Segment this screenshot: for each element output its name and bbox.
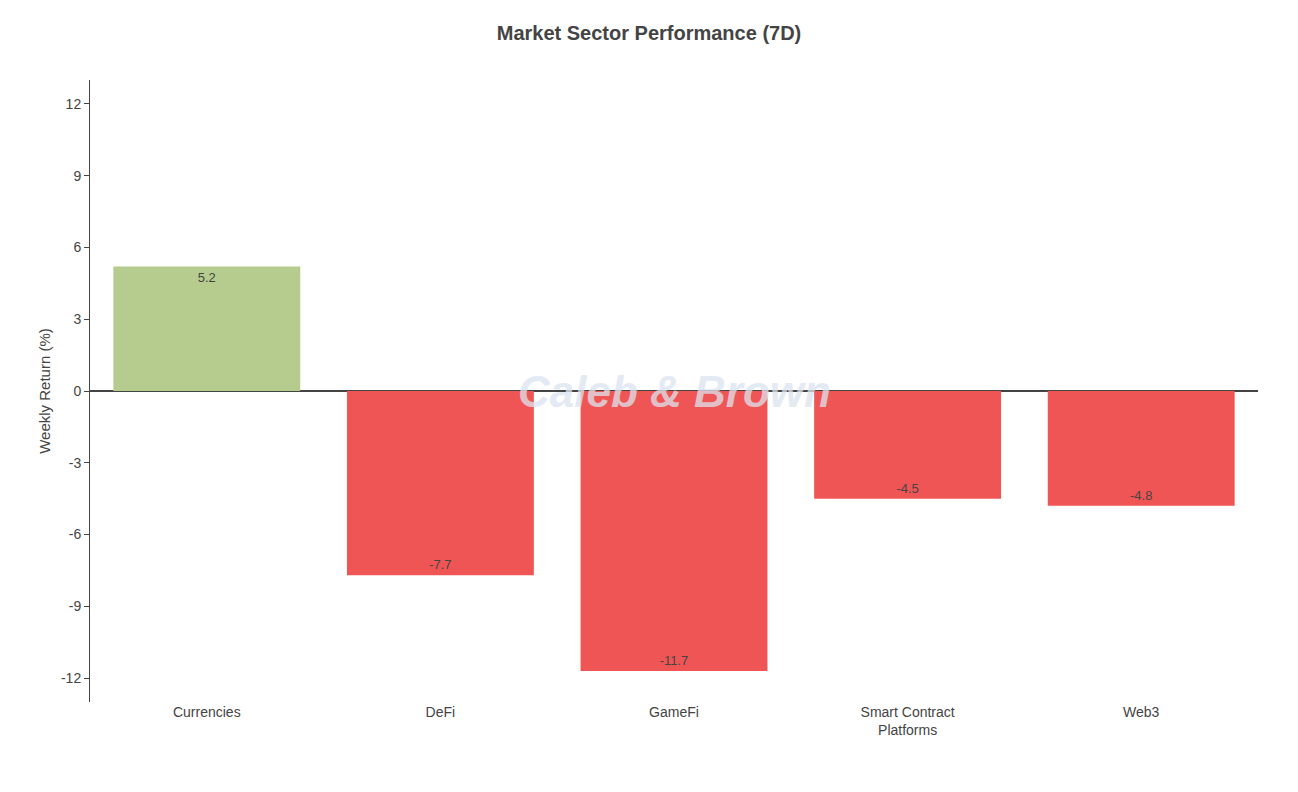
svg-text:Web3: Web3 [1123,704,1160,720]
svg-text:DeFi: DeFi [426,704,456,720]
svg-text:Smart ContractPlatforms: Smart ContractPlatforms [861,704,955,738]
svg-text:Market Sector Performance (7D): Market Sector Performance (7D) [497,22,802,44]
svg-text:GameFi: GameFi [649,704,699,720]
svg-text:Currencies: Currencies [173,704,241,720]
svg-text:0: 0 [73,383,81,399]
svg-text:9: 9 [73,168,81,184]
svg-text:-9: -9 [69,598,82,614]
svg-text:-12: -12 [61,670,81,686]
svg-text:Caleb & Brown: Caleb & Brown [518,367,831,416]
svg-text:5.2: 5.2 [198,270,216,285]
svg-text:6: 6 [73,239,81,255]
svg-text:Weekly Return (%): Weekly Return (%) [36,328,53,454]
svg-text:-4.8: -4.8 [1130,488,1152,503]
svg-text:-3: -3 [69,455,82,471]
svg-text:-11.7: -11.7 [660,653,689,668]
svg-text:-7.7: -7.7 [429,557,451,572]
svg-text:12: 12 [66,96,82,112]
svg-text:-4.5: -4.5 [896,481,918,496]
svg-text:-6: -6 [69,526,82,542]
svg-text:3: 3 [73,311,81,327]
